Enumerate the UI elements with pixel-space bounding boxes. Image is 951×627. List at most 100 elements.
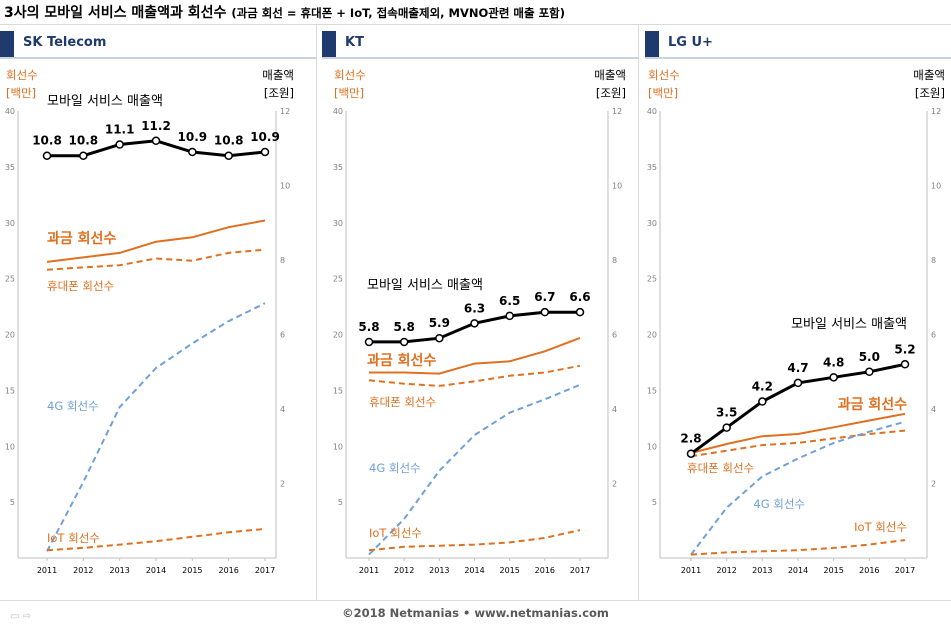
revenue-point: [470, 319, 479, 328]
revenue-series-label: 모바일 서비스 매출액: [47, 94, 163, 109]
footer-nav-icons: ▭ ⇨: [10, 611, 32, 622]
x-tick-label: 2016: [535, 566, 555, 575]
header-mark: [0, 31, 14, 57]
right-axis-unit: [조원]: [915, 86, 945, 100]
right-tick-label: 8: [612, 256, 617, 265]
main-title-text: 3사의 모바일 서비스 매출액과 회선수: [4, 5, 227, 21]
revenue-series-label: 모바일 서비스 매출액: [791, 317, 907, 332]
series-line-1: [46, 248, 266, 271]
left-tick-label: 35: [647, 163, 657, 172]
series-line-3: [46, 527, 266, 552]
x-tick-label: 2013: [429, 566, 449, 575]
chart-kt: 회선수 [백만] 매출액 [조원] 5 10 15 20 25 30 35 40 2 4 6 8 10 12 201…: [333, 68, 626, 575]
right-tick-label: 2: [931, 480, 936, 489]
left-tick-label: 30: [647, 219, 657, 228]
revenue-data-label: 10.8: [32, 134, 62, 148]
revenue-point: [540, 307, 550, 317]
right-tick-label: 6: [280, 331, 285, 340]
left-tick-label: 5: [338, 498, 343, 507]
revenue-point: [865, 367, 874, 376]
right-tick-label: 2: [280, 480, 285, 489]
series-line-3: [690, 539, 906, 556]
x-tick-label: 2016: [218, 566, 238, 575]
x-tick-label: 2015: [182, 566, 202, 575]
x-tick-label: 2012: [73, 566, 93, 575]
panel-divider: [638, 25, 639, 600]
panel-divider: [316, 25, 317, 600]
revenue-data-label: 5.2: [894, 342, 915, 356]
left-axis-unit: [백만]: [648, 86, 678, 100]
panel-sk-telecom: SK Telecom 회선수 [백만] 매출액 [조원] 5 10 15 20 25 30 35 40…: [0, 25, 316, 600]
panel-company-name: LG U+: [668, 35, 713, 50]
right-tick-label: 12: [612, 107, 622, 116]
revenue-data-label: 10.9: [178, 130, 208, 144]
revenue-point: [435, 333, 444, 343]
revenue-point: [900, 360, 910, 369]
left-tick-label: 20: [333, 331, 343, 340]
series-label: 휴대폰 회선수: [687, 461, 754, 475]
right-axis-label: 매출액: [913, 68, 945, 82]
panel-header: SK Telecom: [0, 31, 316, 59]
revenue-point: [829, 373, 838, 382]
revenue-data-label: 4.2: [752, 380, 773, 394]
series-label: IoT 회선수: [47, 531, 100, 545]
revenue-data-label: 6.7: [534, 290, 555, 304]
right-axis-unit: [조원]: [596, 86, 626, 100]
right-tick-label: 4: [280, 405, 285, 414]
series-label: 4G 회선수: [369, 461, 421, 475]
series-line-1: [368, 364, 581, 387]
x-tick-label: 2017: [895, 566, 915, 575]
chart-lg-uplus: 회선수 [백만] 매출액 [조원] 5 10 15 20 25 30 35 40 2 4 6 8 10 12 201…: [647, 68, 945, 575]
series-label: 과금 회선수: [367, 353, 436, 369]
x-tick-label: 2013: [109, 566, 129, 575]
left-tick-label: 15: [333, 386, 343, 395]
revenue-data-label: 2.8: [680, 432, 701, 446]
x-tick-label: 2015: [823, 566, 843, 575]
left-tick-label: 20: [5, 331, 15, 340]
right-tick-label: 2: [612, 480, 617, 489]
series-line-2: [368, 383, 581, 556]
right-tick-label: 4: [612, 405, 617, 414]
revenue-data-label: 5.8: [358, 320, 379, 334]
right-tick-label: 12: [280, 107, 290, 116]
right-axis-label: 매출액: [594, 68, 626, 82]
left-tick-label: 10: [647, 442, 657, 451]
x-tick-label: 2011: [681, 566, 701, 575]
series-line-0: [369, 336, 581, 375]
panel-lg-uplus: LG U+ 회선수 [백만] 매출액 [조원] 5 10 15 20 25 30 35 40 2 4 6 8 1…: [645, 25, 951, 600]
x-tick-label: 2017: [255, 566, 275, 575]
revenue-point: [793, 378, 803, 388]
revenue-point: [686, 449, 696, 458]
revenue-point: [42, 151, 52, 160]
series-line-2: [46, 302, 266, 552]
right-axis-label: 매출액: [262, 68, 294, 82]
right-tick-label: 10: [280, 182, 290, 191]
left-tick-label: 35: [5, 163, 15, 172]
revenue-point: [188, 147, 197, 157]
right-tick-label: 8: [280, 256, 285, 265]
header-mark: [645, 31, 659, 57]
series-label: 4G 회선수: [47, 399, 99, 413]
footer: ▭ ⇨ ©2018 Netmanias • www.netmanias.com: [0, 600, 951, 627]
left-tick-label: 10: [5, 442, 15, 451]
left-tick-label: 5: [10, 498, 15, 507]
left-tick-label: 30: [333, 219, 343, 228]
left-tick-label: 15: [647, 386, 657, 395]
left-tick-label: 25: [333, 275, 343, 284]
revenue-data-label: 10.8: [214, 134, 244, 148]
revenue-data-label: 5.9: [429, 316, 450, 330]
x-tick-label: 2011: [37, 566, 57, 575]
revenue-data-label: 3.5: [716, 406, 737, 420]
left-axis-unit: [백만]: [334, 86, 364, 100]
x-tick-label: 2011: [359, 566, 379, 575]
x-tick-label: 2017: [570, 566, 590, 575]
revenue-point: [575, 307, 585, 317]
series-label: 휴대폰 회선수: [369, 395, 436, 409]
right-axis-unit: [조원]: [264, 86, 294, 100]
x-tick-label: 2014: [464, 566, 484, 575]
right-tick-label: 8: [931, 256, 936, 265]
series-label: 4G 회선수: [753, 497, 805, 511]
x-tick-label: 2012: [716, 566, 736, 575]
series-line-3: [368, 529, 581, 552]
x-tick-label: 2015: [499, 566, 519, 575]
